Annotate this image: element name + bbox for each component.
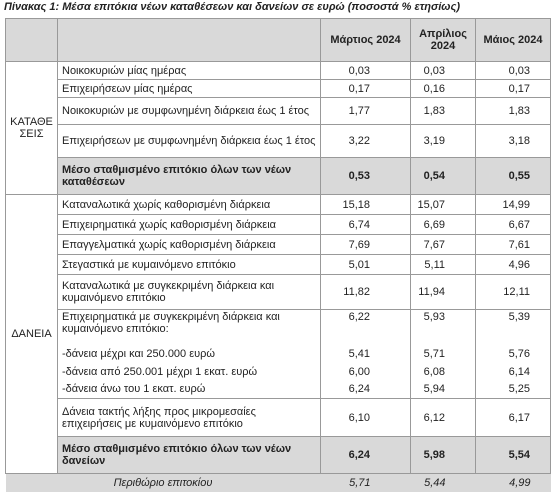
value-cell: 6,69 [410, 214, 476, 235]
row-label: Επιχειρήσεων με συμφωνημένη διάρκεια έως… [57, 124, 321, 158]
table-row: Στεγαστικά με κυμαινόμενο επιτόκιο 5,01 5,… [6, 254, 551, 275]
value-cell: 3,22 [320, 124, 411, 158]
group-label: ΔΑΝΕΙΑ [5, 194, 58, 474]
value-cell: 1,77 [320, 97, 411, 125]
row-label: Μέσο σταθμισμένο επιτόκιο όλων των νέων … [57, 436, 321, 474]
value-cell: 1,83 [410, 97, 476, 125]
row-label: -δάνεια άνω του 1 εκατ. ευρώ [57, 380, 321, 399]
group-label: ΚΑΤΑΘΕΣΕΙΣ [5, 61, 58, 195]
value-cell: 5,71 [410, 344, 476, 363]
value-cell: 6,24 [320, 380, 411, 399]
value-cell: 5,98 [410, 436, 476, 474]
value-cell: 5,44 [410, 473, 476, 492]
value-cell: 5,41 [320, 344, 411, 363]
value-cell: 0,54 [410, 157, 476, 195]
table-row: Επιχειρηματικά χωρίς καθορισμένη διάρκει… [6, 214, 551, 235]
value-cell: 5,71 [320, 473, 411, 492]
table-title: Πίνακας 1: Μέσα επιτόκια νέων καταθέσεων… [4, 1, 461, 13]
row-label: Επαγγελματικά χωρίς καθορισμένη διάρκεια [57, 234, 321, 255]
value-cell: 5,94 [410, 380, 476, 399]
table-row: ΚΑΤΑΘΕΣΕΙΣ Νοικοκυριών μίας ημέρας 0,03 0,0… [5, 61, 551, 195]
table-row: -δάνεια μέχρι και 250.000 ευρώ 5,41 5,71 5,… [6, 344, 551, 363]
value-cell: 6,12 [410, 398, 476, 437]
table-row: -δάνεια από 250.001 μέχρι 1 εκατ. ευρώ 6,… [6, 362, 551, 381]
header-cell [57, 18, 321, 62]
value-cell: 6,14 [475, 362, 551, 381]
value-cell: 5,39 [475, 309, 551, 345]
value-cell: 14,99 [475, 194, 551, 215]
table-row: -δάνεια άνω του 1 εκατ. ευρώ 6,24 5,94 5,25 [6, 380, 551, 399]
table-body: Μάρτιος 2024 Απρίλιος 2024 Μάιος 2024 ΚΑΤΑΘ… [5, 18, 551, 492]
table-row: Μέσο σταθμισμένο επιτόκιο όλων των νέων … [6, 436, 551, 474]
column-header: Μάρτιος 2024 [320, 18, 411, 62]
value-cell: 11,94 [410, 274, 476, 310]
row-label: Μέσο σταθμισμένο επιτόκιο όλων των νέων … [57, 157, 321, 195]
value-cell: 7,61 [475, 234, 551, 255]
value-cell: 6,08 [410, 362, 476, 381]
value-cell: 6,10 [320, 398, 411, 437]
value-cell: 3,19 [410, 124, 476, 158]
value-cell: 5,93 [410, 309, 476, 345]
value-cell: 6,22 [320, 309, 411, 345]
row-label: -δάνεια από 250.001 μέχρι 1 εκατ. ευρώ [57, 362, 321, 381]
table-row: Επαγγελματικά χωρίς καθορισμένη διάρκεια… [6, 234, 551, 255]
value-cell: 6,17 [475, 398, 551, 437]
value-cell: 0,55 [475, 157, 551, 195]
table-row: Επιχειρήσεων μίας ημέρας 0,17 0,16 0,17 [6, 79, 551, 98]
value-cell: 5,01 [320, 254, 411, 275]
header-cell [5, 18, 58, 62]
value-cell: 7,67 [410, 234, 476, 255]
table-row: Δάνεια τακτής λήξης προς μικρομεσαίες επ… [6, 398, 551, 437]
value-cell: 12,11 [475, 274, 551, 310]
table-row: Μέσο σταθμισμένο επιτόκιο όλων των νέων … [6, 157, 551, 195]
value-cell: 15,07 [410, 194, 476, 215]
value-cell: 0,03 [410, 61, 476, 80]
value-cell: 0,03 [475, 61, 551, 80]
table-row: Μάρτιος 2024 Απρίλιος 2024 Μάιος 2024 [5, 18, 551, 62]
value-cell: 5,25 [475, 380, 551, 399]
value-cell: 6,24 [320, 436, 411, 474]
value-cell: 3,18 [475, 124, 551, 158]
table-row: ΔΑΝΕΙΑ Καταναλωτικά χωρίς καθορισμένη διά… [5, 194, 551, 474]
table-row: Καταναλωτικά με συγκεκριμένη διάρκεια κα… [6, 274, 551, 310]
value-cell: 11,82 [320, 274, 411, 310]
value-cell: 0,53 [320, 157, 411, 195]
value-cell: 15,18 [320, 194, 411, 215]
value-cell: 1,83 [475, 97, 551, 125]
value-cell: 6,67 [475, 214, 551, 235]
footer-label: Περιθώριο επιτοκίου [5, 473, 321, 492]
row-label: Καταναλωτικά με συγκεκριμένη διάρκεια κα… [57, 274, 321, 310]
value-cell: 7,69 [320, 234, 411, 255]
value-cell: 5,11 [410, 254, 476, 275]
value-cell: 6,00 [320, 362, 411, 381]
row-label: Καταναλωτικά χωρίς καθορισμένη διάρκεια [57, 194, 321, 215]
value-cell: 4,99 [475, 473, 551, 492]
value-cell: 0,17 [475, 79, 551, 98]
row-label: Στεγαστικά με κυμαινόμενο επιτόκιο [57, 254, 321, 275]
column-header: Μάιος 2024 [475, 18, 551, 62]
value-cell: 0,03 [320, 61, 411, 80]
table-row: Νοικοκυριών με συμφωνημένη διάρκεια έως … [6, 97, 551, 125]
value-cell: 0,16 [410, 79, 476, 98]
column-header: Απρίλιος 2024 [410, 18, 476, 62]
value-cell: 6,74 [320, 214, 411, 235]
row-label: Επιχειρήσεων μίας ημέρας [57, 79, 321, 98]
row-label: Δάνεια τακτής λήξης προς μικρομεσαίες επ… [57, 398, 321, 437]
value-cell: 5,76 [475, 344, 551, 363]
value-cell: 5,54 [475, 436, 551, 474]
table-row: Επιχειρηματικά με συγκεκριμένη διάρκεια … [6, 309, 551, 345]
rates-table: Μάρτιος 2024 Απρίλιος 2024 Μάιος 2024 ΚΑΤΑΘ… [5, 18, 551, 492]
row-label: Νοικοκυριών μίας ημέρας [57, 61, 321, 80]
row-label: -δάνεια μέχρι και 250.000 ευρώ [57, 344, 321, 363]
row-label: Επιχειρηματικά με συγκεκριμένη διάρκεια … [57, 309, 321, 345]
row-label: Νοικοκυριών με συμφωνημένη διάρκεια έως … [57, 97, 321, 125]
value-cell: 0,17 [320, 79, 411, 98]
table-row: Περιθώριο επιτοκίου 5,71 5,44 4,99 [5, 473, 551, 492]
row-label: Επιχειρηματικά χωρίς καθορισμένη διάρκει… [57, 214, 321, 235]
value-cell: 4,96 [475, 254, 551, 275]
table-row: Επιχειρήσεων με συμφωνημένη διάρκεια έως… [6, 124, 551, 158]
